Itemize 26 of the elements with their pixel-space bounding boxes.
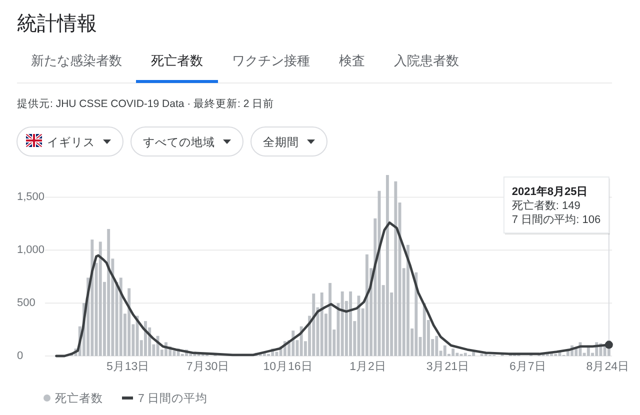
tooltip-text: 2021年8月25日: [512, 186, 588, 198]
tooltip-text: 死亡者数: 149: [512, 200, 580, 212]
y-tick-label: 1,000: [17, 244, 45, 256]
y-tick-label: 1,500: [17, 191, 45, 204]
source: 提供元: JHU CSSE COVID-19 Data · 最終更新: 2 日前: [17, 98, 274, 110]
tab-label: 検査: [339, 53, 365, 68]
title: 統計情報: [17, 13, 97, 35]
x-tick-label: 3月21日: [426, 361, 470, 373]
legend-label: 7 日間の平均: [138, 393, 208, 405]
dropdown-label: イギリス: [47, 137, 95, 149]
tab-label: ワクチン接種: [232, 53, 310, 68]
dropdown-label: すべての地域: [143, 137, 215, 149]
y-tick-label: 500: [17, 297, 36, 310]
x-tick-label: 5月13日: [106, 361, 150, 373]
x-tick-label: 8月24日: [586, 361, 630, 373]
legend-label: 死亡者数: [55, 393, 103, 405]
tab-label: 入院患者数: [394, 53, 459, 68]
x-tick-label: 1月2日: [350, 361, 386, 373]
y-tick-label: 0: [17, 350, 24, 362]
dropdown-label: 全期間: [263, 137, 299, 149]
x-tick-label: 10月16日: [263, 361, 313, 373]
x-tick-label: 6月7日: [510, 361, 546, 373]
x-tick-label: 7月30日: [186, 361, 230, 373]
tooltip-text: 7 日間の平均: 106: [512, 214, 601, 226]
tab-label: 死亡者数: [151, 53, 203, 68]
tab-label: 新たな感染者数: [31, 53, 122, 68]
